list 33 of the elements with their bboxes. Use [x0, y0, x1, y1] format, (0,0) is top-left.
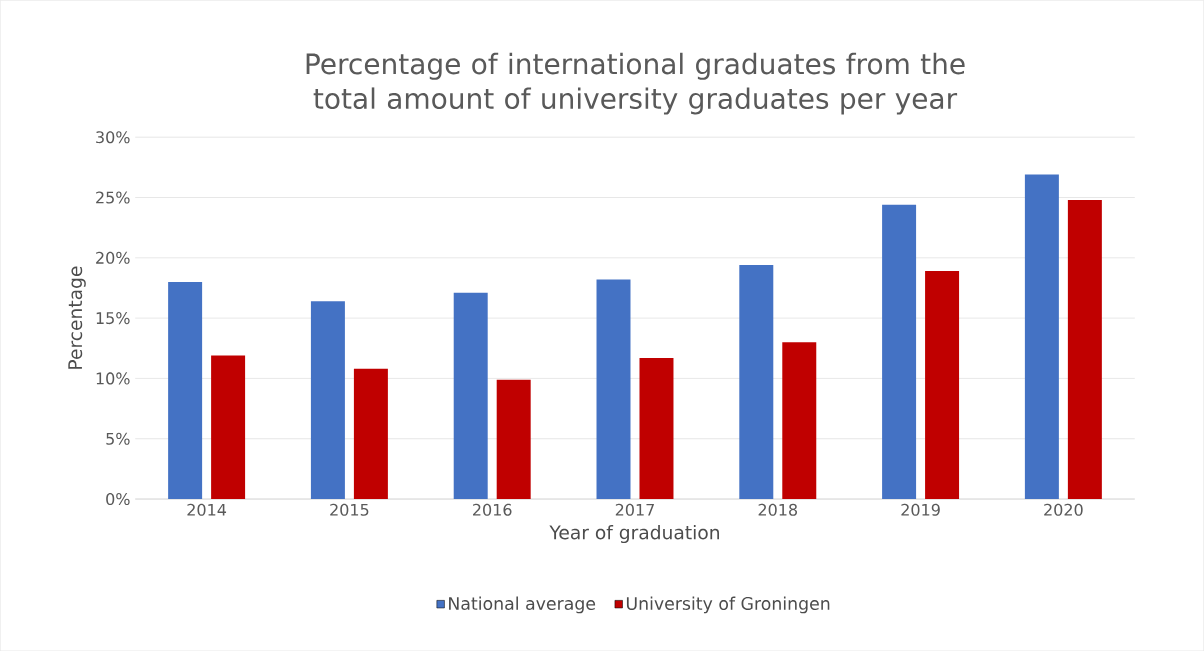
x-tick-label: 2015 [330, 503, 369, 516]
bar [168, 281, 203, 499]
y-tick-label: 0% [106, 492, 130, 505]
y-axis-title: Percentage [68, 266, 86, 369]
bar [1067, 199, 1102, 499]
legend-label: University of Groningen [626, 596, 830, 614]
bar [1024, 174, 1059, 499]
bar [496, 379, 531, 499]
x-tick-label: 2019 [901, 503, 940, 516]
y-tick-label: 25% [96, 191, 130, 204]
bar [310, 301, 345, 499]
bar [453, 292, 488, 499]
x-tick-label: 2016 [473, 503, 512, 516]
x-tick-label: 2020 [1044, 503, 1083, 516]
x-tick-label: 2014 [187, 503, 227, 516]
bar [925, 270, 960, 499]
chart-title: Percentage of international graduates from the total amount of university graduates per year [306, 52, 965, 115]
bar [353, 368, 388, 499]
y-tick-label: 15% [96, 311, 130, 325]
bar [639, 357, 674, 499]
bar [596, 279, 631, 499]
y-tick-label: 30% [96, 131, 130, 144]
legend-label: National average [449, 596, 596, 614]
bar [211, 355, 246, 499]
x-tick-label: 2018 [758, 503, 798, 516]
bar [782, 342, 817, 499]
x-axis-title: Year of graduation [549, 524, 719, 543]
y-tick-label: 20% [96, 251, 130, 264]
bar [882, 204, 917, 499]
x-tick-label: 2017 [615, 503, 654, 516]
y-tick-label: 5% [106, 432, 130, 445]
bar [739, 264, 774, 499]
y-tick-label: 10% [96, 372, 130, 385]
